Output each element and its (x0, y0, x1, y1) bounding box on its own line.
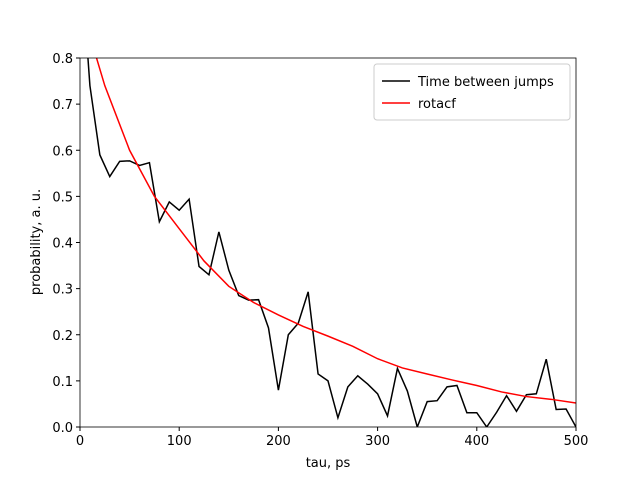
line-series (95, 58, 576, 404)
legend-label: rotacf (418, 97, 456, 112)
y-tick-label: 0.0 (52, 421, 73, 436)
y-tick-label: 0.1 (52, 375, 73, 390)
y-tick-label: 0.7 (52, 98, 73, 113)
x-tick-label: 400 (464, 434, 489, 449)
legend-label: Time between jumps (417, 75, 554, 90)
x-tick-label: 100 (167, 434, 192, 449)
y-tick-label: 0.5 (52, 190, 73, 205)
x-tick-label: 300 (365, 434, 390, 449)
legend-box (373, 63, 571, 121)
y-tick-label: 0.8 (52, 52, 73, 67)
plot-area (87, 58, 576, 427)
y-axis-label: probability, a. u. (29, 189, 44, 295)
line-series (87, 58, 576, 427)
x-axis-label: tau, ps (306, 456, 351, 471)
x-tick-label: 0 (76, 434, 84, 449)
axes-frame (79, 57, 577, 428)
y-tick-label: 0.3 (52, 283, 73, 298)
x-tick-label: 500 (564, 434, 589, 449)
x-tick-label: 200 (266, 434, 291, 449)
y-tick-label: 0.4 (52, 237, 73, 252)
y-tick-label: 0.6 (52, 144, 73, 159)
legend: Time between jumps rotacf (373, 63, 571, 121)
y-tick-label: 0.2 (52, 329, 73, 344)
